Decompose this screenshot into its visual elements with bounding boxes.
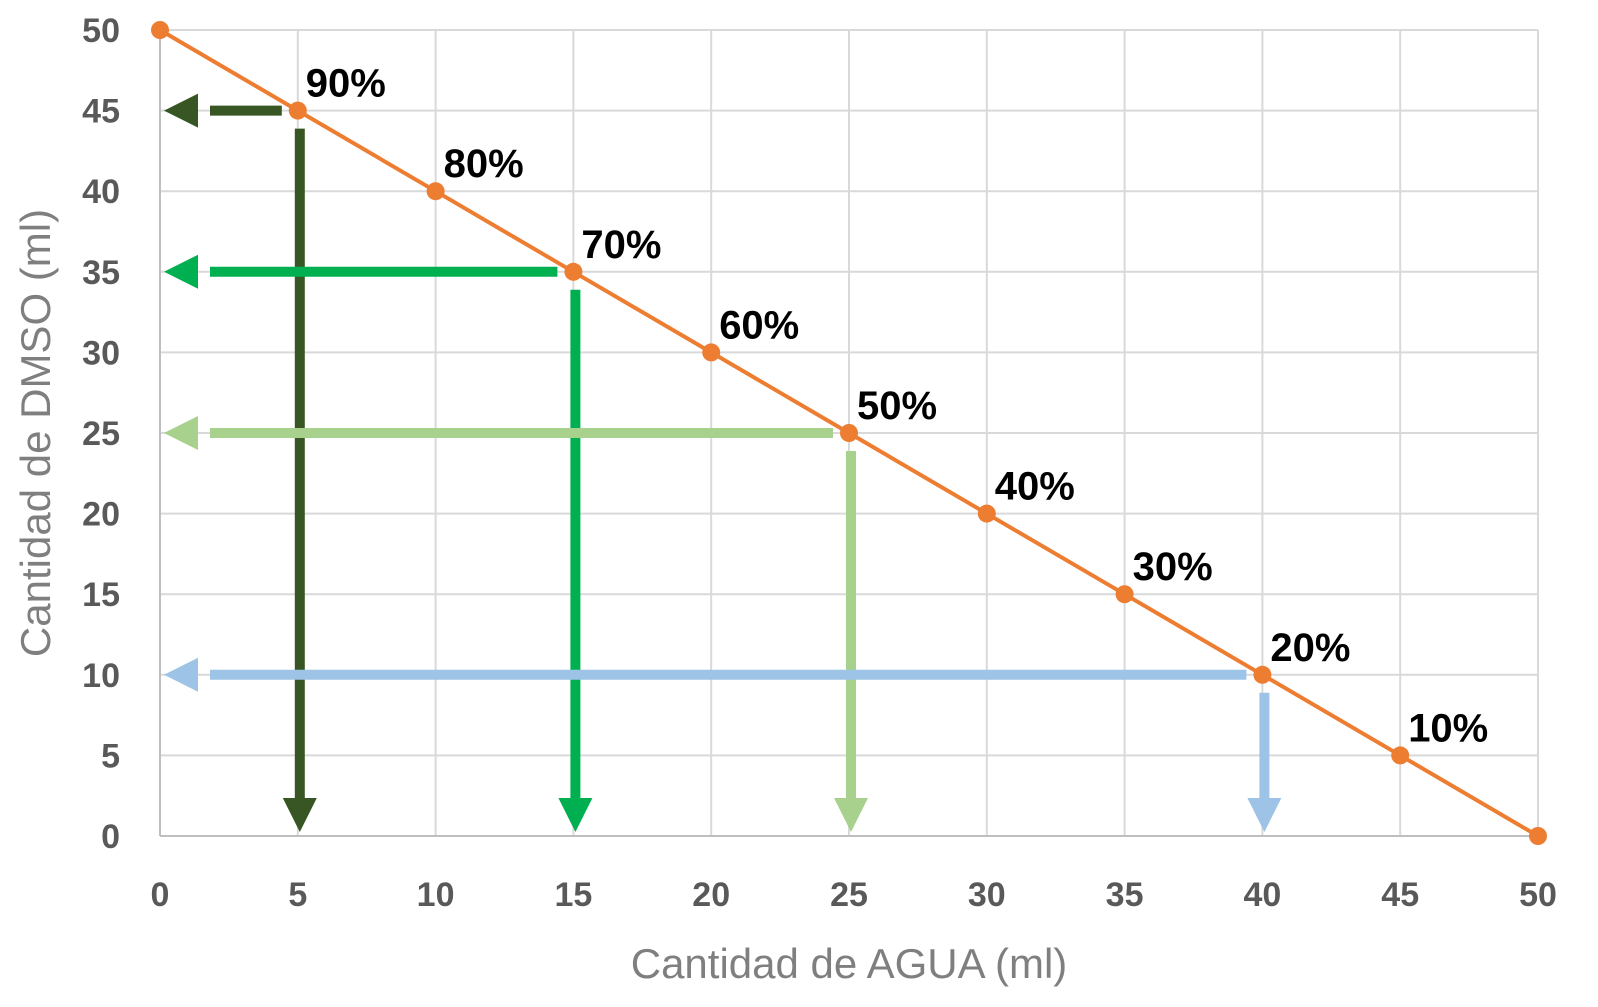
y-tick-label: 25 <box>82 415 120 453</box>
guide-arrows <box>164 93 1282 832</box>
guide-arrow <box>164 93 317 832</box>
data-point <box>840 424 858 442</box>
x-tick-label: 20 <box>692 876 730 914</box>
percent-label: 40% <box>995 465 1075 509</box>
guide-arrow-vertical-head <box>558 798 593 832</box>
guide-arrow-vertical-head <box>1247 798 1282 832</box>
percent-label: 80% <box>444 142 524 186</box>
data-point <box>702 343 721 362</box>
y-tick-label: 0 <box>101 818 120 856</box>
y-tick-label: 20 <box>82 496 120 534</box>
x-tick-label: 5 <box>288 876 307 914</box>
data-point <box>564 262 583 281</box>
percent-label: 50% <box>857 384 937 428</box>
data-point <box>151 21 169 39</box>
percent-label: 30% <box>1133 545 1213 589</box>
x-tick-label: 45 <box>1381 876 1419 914</box>
percent-label: 60% <box>719 303 799 347</box>
x-tick-label: 0 <box>151 876 170 914</box>
percent-label: 70% <box>581 223 661 267</box>
x-tick-label: 15 <box>554 876 592 914</box>
data-point <box>426 182 445 201</box>
percent-label: 90% <box>306 62 386 106</box>
guide-arrow-horizontal-head <box>164 93 198 128</box>
guide-arrow-vertical-head <box>282 798 317 832</box>
y-tick-label: 35 <box>82 254 120 292</box>
y-axis-title: Cantidad de DMSO (ml) <box>12 209 59 657</box>
guide-arrow-vertical-head <box>834 798 868 832</box>
x-axis-title: Cantidad de AGUA (ml) <box>631 940 1068 987</box>
data-point <box>288 101 307 120</box>
x-tick-label: 25 <box>830 876 868 914</box>
annotations: 90% 80% 70% 60% 50% 40% 30% 20% 10% <box>306 62 1488 751</box>
y-tick-label: 45 <box>82 93 120 131</box>
guide-arrow-horizontal-head <box>164 416 198 450</box>
x-tick-label: 50 <box>1519 876 1557 914</box>
guide-arrow <box>164 657 1282 832</box>
guide-arrow <box>164 416 868 832</box>
y-tick-label: 30 <box>82 334 120 372</box>
x-tick-label: 40 <box>1243 876 1281 914</box>
guide-arrow <box>164 254 593 832</box>
y-tick-label: 40 <box>82 173 120 211</box>
data-point <box>1253 665 1272 684</box>
y-tick-label: 50 <box>82 12 120 50</box>
guide-arrow-horizontal-head <box>164 254 198 289</box>
percent-label: 10% <box>1408 706 1488 750</box>
y-tick-label: 5 <box>101 737 120 775</box>
series <box>151 21 1547 845</box>
x-tick-label: 10 <box>417 876 455 914</box>
x-tick-label: 30 <box>968 876 1006 914</box>
y-tick-label: 15 <box>82 576 120 614</box>
tick-labels: 0 5 10 15 20 25 30 35 40 45 50 0 5 10 15 20 25 30 35 40 45 50 <box>82 12 1557 914</box>
x-tick-label: 35 <box>1106 876 1144 914</box>
guide-arrow-horizontal-head <box>164 657 198 692</box>
data-point <box>1115 585 1134 604</box>
percent-label: 20% <box>1270 626 1350 670</box>
data-point <box>1529 827 1547 845</box>
data-point <box>1391 746 1410 765</box>
data-point <box>977 504 996 523</box>
y-tick-label: 10 <box>82 657 120 695</box>
